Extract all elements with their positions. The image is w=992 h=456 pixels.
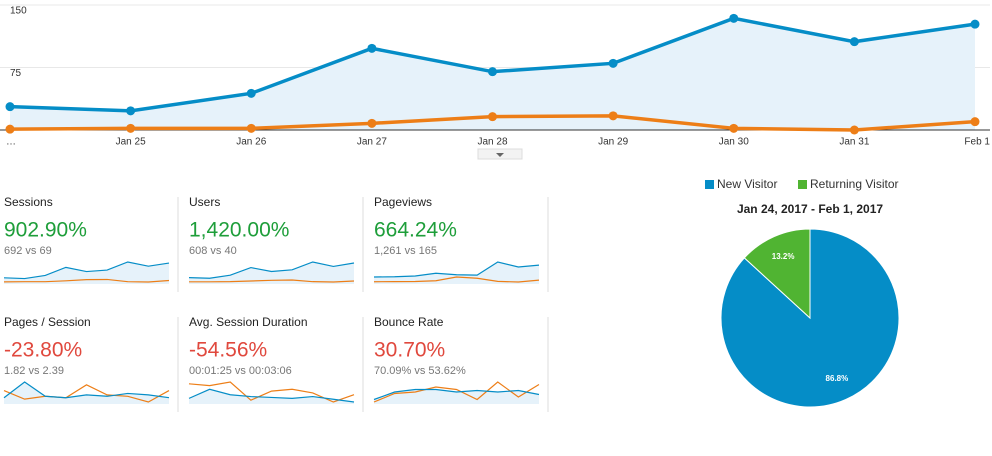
point — [5, 124, 15, 134]
metric-change: 30.70% — [374, 339, 445, 362]
metric-change: -23.80% — [4, 339, 82, 362]
pie-slice — [743, 228, 811, 320]
sparkline-area — [4, 382, 169, 404]
x-tick-label: Jan 29 — [598, 137, 628, 148]
metric-name: Pageviews — [374, 195, 432, 209]
legend-swatch — [798, 180, 807, 189]
sparkline — [373, 261, 540, 278]
sparkline-area — [374, 262, 539, 284]
point — [488, 67, 497, 77]
sparkline — [373, 276, 540, 283]
metric-change: 902.90% — [4, 219, 87, 242]
y-tick-label: 75 — [10, 68, 22, 79]
sparkline — [3, 384, 170, 403]
metric-name: Users — [189, 195, 220, 209]
x-tick-label: Jan 27 — [357, 137, 387, 148]
x-tick-label: Jan 30 — [719, 137, 749, 148]
sparkline — [188, 388, 355, 403]
pie-label: 13.2% — [772, 252, 795, 261]
x-tick-label: Jan 31 — [839, 137, 869, 148]
legend-label: Returning Visitor — [810, 177, 899, 191]
point — [608, 111, 618, 121]
metric-comparison: 1.82 vs 2.39 — [4, 365, 64, 377]
point — [488, 112, 497, 122]
sparkline — [3, 261, 170, 280]
sparkline — [3, 381, 170, 399]
x-tick-label: … — [6, 137, 16, 148]
metric-change: -54.56% — [189, 339, 267, 362]
point — [729, 123, 739, 133]
sparkline — [188, 381, 355, 403]
point — [729, 13, 739, 23]
point — [5, 102, 15, 112]
point — [246, 88, 256, 98]
sparkline-area — [4, 262, 169, 284]
metric-comparison: 692 vs 69 — [4, 245, 52, 257]
pie-label: 86.8% — [826, 374, 849, 383]
metric-change: 664.24% — [374, 219, 457, 242]
sparkline — [373, 388, 540, 401]
point — [970, 19, 980, 29]
sparkline — [189, 279, 355, 283]
sparkline-area — [189, 262, 354, 284]
point — [126, 123, 136, 133]
metric-comparison: 608 vs 40 — [189, 245, 237, 257]
metric-name: Pages / Session — [4, 315, 91, 329]
point — [608, 58, 618, 68]
metric-name: Sessions — [4, 195, 53, 209]
sparkline — [3, 278, 170, 283]
metric-name: Bounce Rate — [374, 315, 444, 329]
sparkline — [188, 261, 355, 279]
expand-arrow — [496, 153, 504, 157]
sparkline-area — [189, 389, 354, 404]
point — [126, 106, 136, 116]
metric-comparison: 70.09% vs 53.62% — [374, 365, 466, 377]
metric-change: 1,420.00% — [189, 219, 289, 242]
point — [367, 43, 377, 53]
point — [849, 125, 859, 135]
y-tick-label: 150 — [10, 6, 27, 17]
sparkline — [373, 381, 540, 403]
point — [849, 37, 859, 47]
point — [246, 123, 256, 133]
metric-comparison: 1,261 vs 165 — [374, 245, 437, 257]
metric-comparison: 00:01:25 vs 00:03:06 — [189, 365, 292, 377]
point — [367, 118, 377, 128]
legend-swatch — [705, 180, 714, 189]
x-tick-label: Jan 28 — [477, 137, 507, 148]
x-tick-label: Jan 25 — [116, 137, 146, 148]
legend-label: New Visitor — [717, 177, 777, 191]
x-tick-label: Jan 26 — [236, 137, 266, 148]
x-tick-label: Feb 1 — [964, 137, 990, 148]
metric-name: Avg. Session Duration — [189, 315, 308, 329]
sparkline-area — [374, 389, 539, 404]
point — [970, 117, 980, 127]
pie-title: Jan 24, 2017 - Feb 1, 2017 — [737, 202, 883, 216]
